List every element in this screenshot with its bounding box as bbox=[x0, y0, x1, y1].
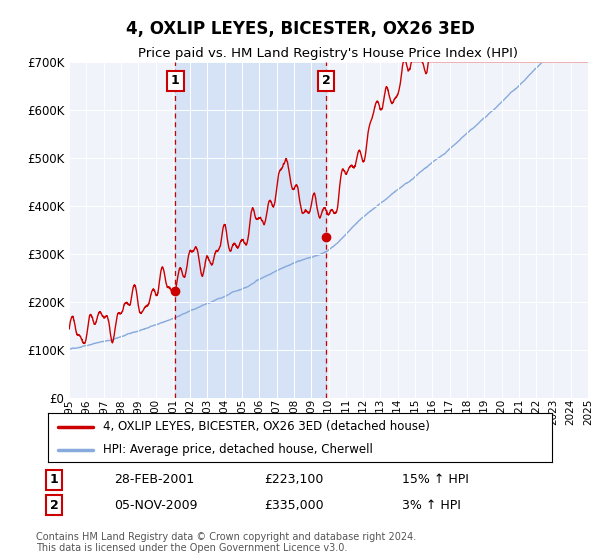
Text: 2: 2 bbox=[50, 498, 58, 512]
Text: 28-FEB-2001: 28-FEB-2001 bbox=[114, 473, 194, 487]
Text: £223,100: £223,100 bbox=[264, 473, 323, 487]
Text: 1: 1 bbox=[171, 74, 180, 87]
Text: 3% ↑ HPI: 3% ↑ HPI bbox=[402, 498, 461, 512]
Text: Contains HM Land Registry data © Crown copyright and database right 2024.
This d: Contains HM Land Registry data © Crown c… bbox=[36, 531, 416, 553]
Text: 2: 2 bbox=[322, 74, 330, 87]
Text: 4, OXLIP LEYES, BICESTER, OX26 3ED: 4, OXLIP LEYES, BICESTER, OX26 3ED bbox=[125, 20, 475, 38]
Text: HPI: Average price, detached house, Cherwell: HPI: Average price, detached house, Cher… bbox=[103, 443, 373, 456]
Text: 15% ↑ HPI: 15% ↑ HPI bbox=[402, 473, 469, 487]
Text: 4, OXLIP LEYES, BICESTER, OX26 3ED (detached house): 4, OXLIP LEYES, BICESTER, OX26 3ED (deta… bbox=[103, 420, 430, 433]
Text: 05-NOV-2009: 05-NOV-2009 bbox=[114, 498, 197, 512]
Bar bbox=[175, 62, 326, 398]
Text: 1: 1 bbox=[50, 473, 58, 487]
Text: £335,000: £335,000 bbox=[264, 498, 323, 512]
Title: Price paid vs. HM Land Registry's House Price Index (HPI): Price paid vs. HM Land Registry's House … bbox=[139, 48, 518, 60]
